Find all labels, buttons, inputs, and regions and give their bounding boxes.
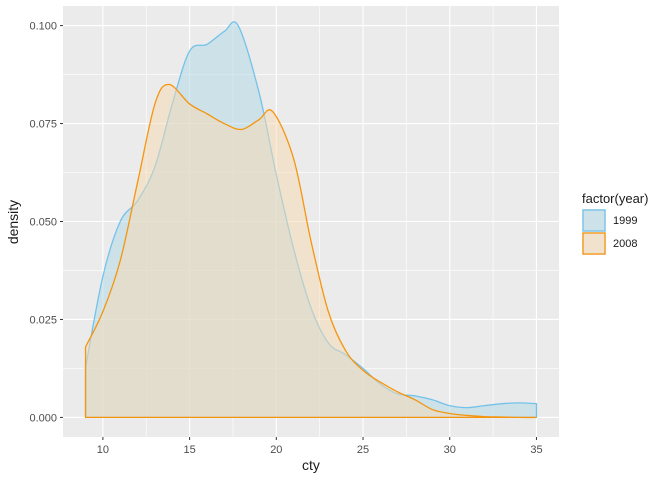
x-tick-label: 25	[357, 444, 369, 456]
legend-key-2008	[582, 232, 606, 255]
legend-label-1999: 1999	[613, 215, 637, 227]
x-axis-title: cty	[302, 457, 320, 473]
x-tick-label: 10	[97, 444, 109, 456]
y-tick-label: 0.000	[29, 412, 57, 424]
y-tick-label: 0.050	[29, 217, 57, 229]
y-tick-label: 0.025	[29, 314, 57, 326]
y-tick-label: 0.100	[29, 21, 57, 33]
legend-title: factor(year)	[582, 191, 648, 206]
y-tick-label: 0.075	[29, 119, 57, 131]
density-line-2008	[84, 83, 537, 419]
density-series	[84, 21, 538, 419]
x-tick-label: 15	[183, 444, 195, 456]
density-area-2008	[85, 84, 537, 418]
legend-items: 1999 2008	[582, 209, 637, 255]
x-tick-label: 35	[530, 444, 542, 456]
x-axis-ticks: 10 15 20 25 30 35	[97, 437, 543, 456]
y-axis-title: density	[5, 200, 21, 244]
x-tick-label: 20	[270, 444, 282, 456]
legend-key-1999	[582, 209, 606, 232]
legend: factor(year) 1999 2008	[582, 191, 648, 255]
y-axis-ticks: 0.000 0.025 0.050 0.075 0.100	[29, 21, 63, 424]
x-tick-label: 30	[444, 444, 456, 456]
legend-label-2008: 2008	[613, 238, 637, 250]
